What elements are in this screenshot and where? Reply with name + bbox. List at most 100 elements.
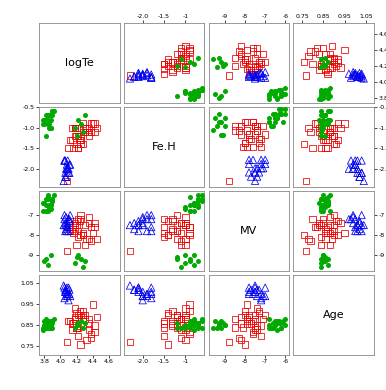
Point [335, 232, 341, 238]
Point [41, 117, 47, 123]
Point [280, 318, 286, 324]
Point [61, 285, 68, 291]
Point [46, 204, 52, 210]
Point [316, 96, 322, 103]
Point [258, 144, 264, 150]
Point [320, 121, 327, 127]
Point [75, 234, 81, 240]
Point [186, 202, 193, 208]
Point [86, 129, 92, 135]
Point [215, 110, 222, 117]
Point [80, 141, 86, 147]
Point [140, 71, 146, 78]
Point [61, 216, 68, 222]
Point [72, 324, 78, 331]
Point [322, 63, 328, 69]
Point [43, 316, 49, 322]
Point [161, 230, 167, 236]
Point [274, 115, 280, 121]
Point [148, 71, 154, 78]
Point [325, 121, 331, 127]
Point [303, 72, 309, 78]
Point [144, 69, 150, 75]
Point [258, 333, 264, 339]
Point [322, 202, 328, 208]
Point [195, 258, 201, 264]
Point [75, 117, 81, 123]
Point [254, 305, 260, 312]
Point [325, 121, 331, 127]
Point [64, 291, 71, 297]
Point [44, 318, 51, 324]
Point [94, 314, 100, 320]
Point [246, 71, 252, 77]
Point [238, 123, 244, 129]
Point [215, 94, 222, 101]
Point [66, 218, 73, 224]
Point [254, 71, 260, 78]
Point [320, 252, 327, 258]
Point [320, 61, 327, 67]
Point [127, 248, 133, 254]
Point [322, 198, 328, 204]
Point [63, 293, 69, 299]
Point [342, 230, 348, 236]
Point [72, 316, 78, 322]
Point [318, 112, 324, 119]
Point [165, 310, 171, 316]
Point [246, 314, 252, 320]
Point [47, 202, 54, 208]
Point [215, 323, 222, 329]
Point [61, 178, 67, 184]
Point [191, 262, 197, 268]
Point [318, 242, 324, 248]
Point [186, 258, 193, 264]
Point [44, 117, 51, 123]
Point [195, 320, 201, 326]
Point [78, 141, 84, 147]
Point [238, 53, 244, 59]
Point [250, 157, 256, 163]
Point [161, 333, 167, 339]
Point [49, 318, 56, 324]
Point [325, 224, 331, 230]
Point [75, 145, 81, 151]
Point [356, 226, 362, 232]
Point [165, 58, 171, 65]
Point [232, 123, 238, 129]
Point [182, 324, 188, 331]
Point [131, 287, 137, 293]
Point [244, 301, 250, 308]
Point [270, 320, 276, 326]
Point [80, 232, 86, 238]
Point [191, 93, 197, 99]
Point [212, 115, 218, 121]
Point [278, 106, 284, 112]
Point [356, 174, 362, 180]
Point [318, 90, 324, 96]
Point [66, 216, 73, 222]
Point [329, 236, 335, 242]
Point [161, 216, 167, 222]
Point [61, 295, 68, 301]
Point [182, 220, 188, 226]
Point [354, 72, 361, 78]
Point [215, 119, 222, 125]
Point [238, 123, 244, 129]
Point [218, 324, 224, 331]
Point [195, 196, 201, 202]
Point [62, 287, 68, 293]
Point [182, 64, 188, 71]
Point [278, 110, 284, 117]
Point [182, 88, 188, 94]
Point [45, 121, 51, 127]
Point [318, 96, 324, 103]
Point [248, 320, 254, 326]
Point [333, 63, 339, 69]
Point [318, 63, 324, 69]
Point [43, 196, 49, 202]
Point [182, 222, 188, 228]
Point [182, 222, 188, 228]
Point [254, 123, 260, 129]
Point [66, 170, 73, 176]
